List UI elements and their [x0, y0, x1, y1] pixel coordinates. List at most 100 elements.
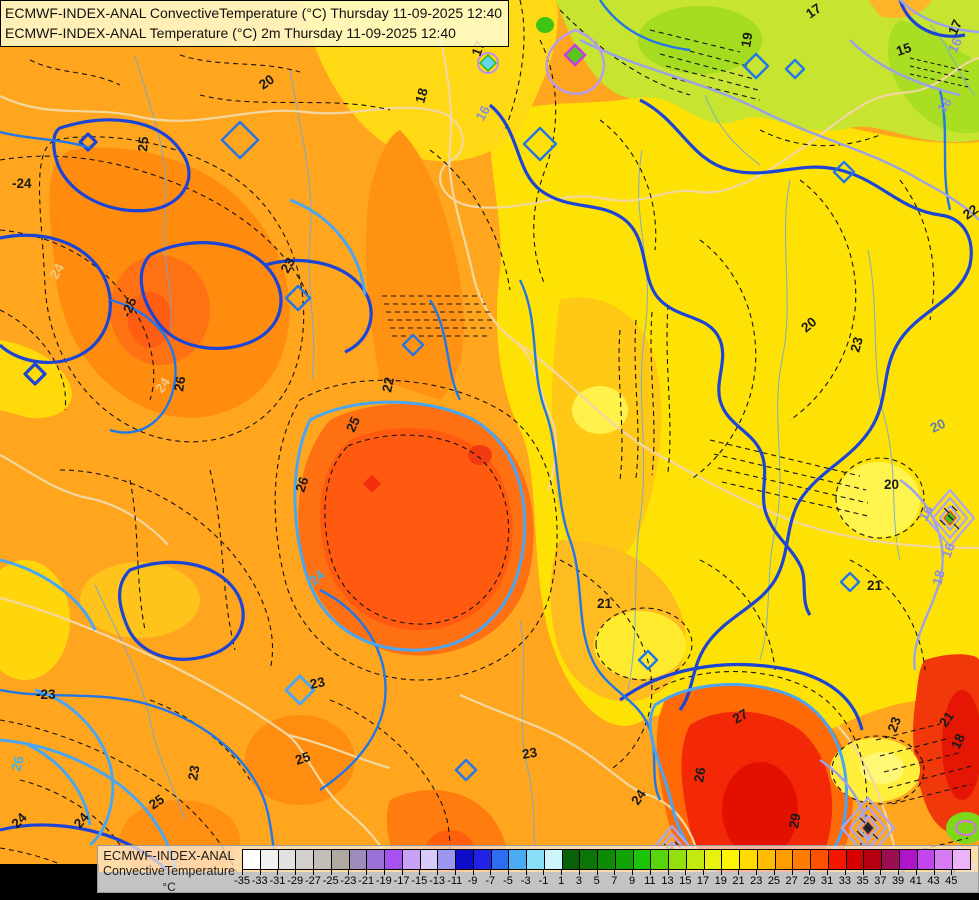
contour-label: 23	[885, 714, 904, 734]
hot-core-spot	[362, 474, 382, 493]
tick-label: 45	[945, 875, 958, 887]
warm-patch	[245, 715, 355, 805]
cold-spots	[477, 43, 587, 74]
contour-label: 25	[343, 414, 363, 434]
tick-label: 9	[629, 875, 636, 887]
tick-mark	[454, 869, 456, 875]
tick-label: 1	[558, 875, 565, 887]
tick-mark	[720, 869, 722, 875]
colorbar-labels: -35 -33 -31 -29 -27 -25 -23 -21 -19 -17 -15 -13 -11-…	[234, 875, 969, 889]
tick-mark	[685, 869, 687, 875]
colorbar-cell	[686, 850, 705, 869]
contour-label: 25	[293, 749, 312, 768]
black-bottom-strip	[0, 892, 979, 900]
contour-label: 21	[597, 596, 613, 611]
colorbar-cell	[722, 850, 740, 869]
tick-label: -9	[467, 875, 478, 887]
colorbar-cell	[243, 850, 261, 869]
tick-label: 15	[679, 875, 692, 887]
colorbar-cell	[882, 850, 900, 869]
contour-label: 20	[798, 314, 819, 335]
tick-label: -35	[234, 875, 250, 887]
contour-label: 26	[293, 475, 312, 494]
tick-mark	[561, 869, 563, 875]
tick-label: -1	[538, 875, 549, 887]
tick-label: -5	[503, 875, 513, 887]
tick-label: -23	[340, 875, 357, 887]
contour-label: 23	[309, 674, 327, 692]
contour-label: 22	[960, 202, 979, 223]
tick-label: 17	[696, 875, 710, 887]
tick-mark	[898, 869, 900, 875]
tick-mark	[862, 869, 864, 875]
tick-mark	[507, 869, 509, 875]
tick-label: -27	[304, 875, 321, 887]
contour-label: 24	[47, 261, 68, 282]
contour-label: 16	[473, 103, 494, 124]
tick-label: 33	[838, 875, 851, 887]
legend-units: °C	[162, 880, 176, 894]
contour-label: 23	[847, 335, 866, 354]
tick-label: 25	[767, 875, 781, 887]
tick-mark	[667, 869, 669, 875]
legend-title: ECMWF-INDEX-ANAL	[103, 848, 235, 863]
colorbar-cell	[420, 850, 439, 869]
tick-label: 31	[821, 875, 834, 887]
contour-label: 15	[894, 40, 913, 59]
tick-label: 37	[874, 875, 887, 887]
tick-mark	[330, 869, 332, 875]
colorbar-cell	[349, 850, 368, 869]
tick-label: -33	[251, 875, 268, 887]
colorbar-cell	[811, 850, 829, 869]
tick-mark	[738, 869, 740, 875]
colorbar-cell	[331, 850, 350, 869]
contour-label: 26	[171, 375, 188, 393]
colorbar-cell	[367, 850, 385, 869]
contour-label: 23	[521, 744, 539, 761]
colorbar-cell	[651, 850, 669, 869]
colorbar-cell	[899, 850, 918, 869]
tick-mark	[277, 869, 279, 875]
contour-label: 25	[135, 136, 151, 153]
tick-mark	[880, 869, 882, 875]
yellow-left	[0, 560, 70, 680]
colorbar-cell	[864, 850, 882, 869]
tick-mark	[649, 869, 651, 875]
tick-label: 41	[909, 875, 922, 887]
tick-mark	[773, 869, 775, 875]
red-blob-core	[722, 762, 798, 858]
tick-mark	[348, 869, 350, 875]
tick-label: 23	[750, 875, 763, 887]
tick-label: -7	[485, 875, 496, 887]
colorbar-cell	[491, 850, 510, 869]
tick-mark	[632, 869, 634, 875]
colorbar-cell	[580, 850, 598, 869]
tick-mark	[791, 869, 793, 875]
tick-label: 39	[891, 875, 905, 887]
contour-label: 17	[945, 17, 965, 37]
colorbar-cell	[775, 850, 794, 869]
colorbar-cell	[527, 850, 545, 869]
tick-mark	[383, 869, 385, 875]
contour-label: 26	[8, 754, 27, 773]
colorbar-cell	[757, 850, 776, 869]
green-patch-2	[888, 20, 979, 134]
title-box: ECMWF-INDEX-ANAL ConvectiveTemperature (…	[0, 0, 510, 47]
tick-label: 19	[714, 875, 727, 887]
pale-yellow-spot	[836, 462, 920, 538]
colorbar-cell	[438, 850, 456, 869]
tick-mark	[366, 869, 368, 875]
colorbar-cell	[953, 850, 970, 869]
colorbar-cell	[828, 850, 847, 869]
pale-yellow-spot	[572, 386, 628, 434]
colorbar-cell	[917, 850, 936, 869]
colorbar-cell	[278, 850, 297, 869]
tick-mark	[295, 869, 297, 875]
green-patch	[638, 6, 762, 74]
contour-label: 17	[803, 1, 824, 22]
tick-label: -21	[358, 875, 375, 887]
tick-mark	[419, 869, 421, 875]
contour-label: 23	[278, 255, 299, 276]
